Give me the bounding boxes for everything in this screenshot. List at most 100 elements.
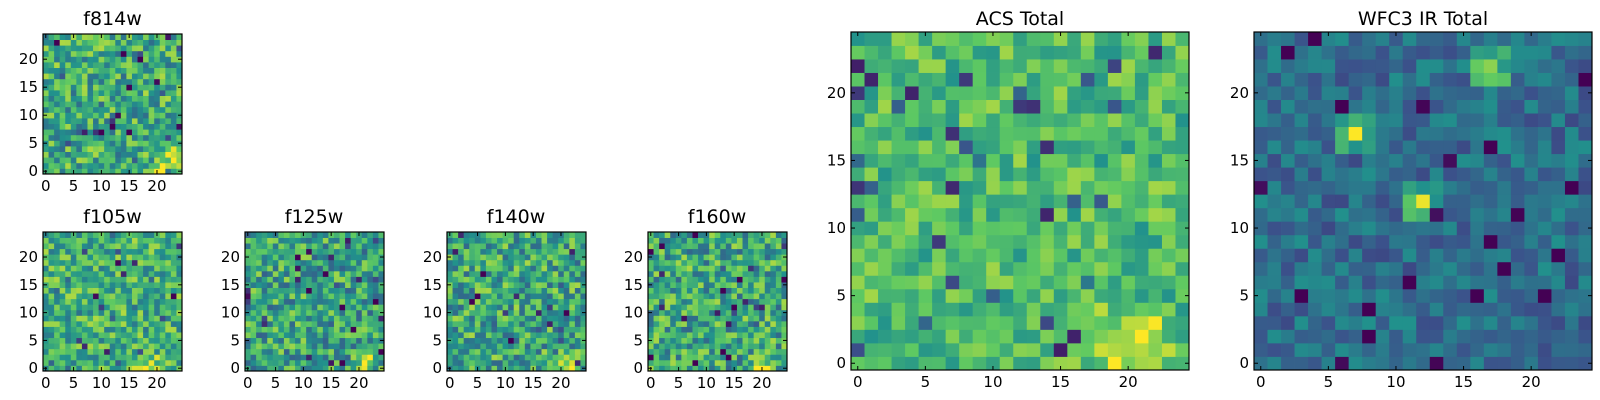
heatmap-cell xyxy=(295,326,301,333)
heatmap-cell xyxy=(76,78,83,85)
heatmap-cell xyxy=(317,287,324,294)
heatmap-cell xyxy=(1294,342,1309,357)
heatmap-cell xyxy=(686,237,693,244)
heatmap-cell xyxy=(93,359,99,366)
heatmap-cell xyxy=(361,243,368,250)
heatmap-cell xyxy=(714,348,721,355)
heatmap-cell xyxy=(170,309,177,316)
heatmap-cell xyxy=(918,180,933,195)
heatmap-cell xyxy=(333,293,340,300)
heatmap-cell xyxy=(1510,32,1525,46)
heatmap-cell xyxy=(731,293,738,300)
heatmap-cell xyxy=(143,237,150,244)
heatmap-cell xyxy=(93,34,99,40)
heatmap-cell xyxy=(469,287,476,294)
heatmap-cell xyxy=(535,248,542,255)
heatmap-cell xyxy=(497,359,503,366)
heatmap-cell xyxy=(378,270,385,277)
heatmap-cell xyxy=(1456,356,1471,371)
heatmap-cell xyxy=(81,168,88,175)
heatmap-cell xyxy=(154,95,161,102)
heatmap-cell xyxy=(709,276,716,283)
heatmap-cell xyxy=(1053,153,1068,168)
heatmap-cell xyxy=(317,282,324,288)
heatmap-cell xyxy=(731,359,738,366)
heatmap-cell xyxy=(283,343,290,350)
heatmap-cell xyxy=(1389,86,1404,100)
heatmap-cell xyxy=(1497,59,1512,73)
heatmap-cell xyxy=(1094,288,1109,303)
heatmap-cell xyxy=(289,320,296,327)
heatmap-cell xyxy=(333,276,340,283)
heatmap-cell xyxy=(945,32,960,46)
heatmap-cell xyxy=(109,118,116,124)
heatmap-cell xyxy=(731,348,738,355)
heatmap-cell xyxy=(159,332,166,339)
heatmap-cell xyxy=(1121,32,1136,46)
heatmap-cell xyxy=(742,243,749,250)
heatmap-cell xyxy=(48,259,55,266)
heatmap-cell xyxy=(256,270,263,277)
heatmap-cell xyxy=(519,354,526,361)
heatmap-cell xyxy=(70,162,77,169)
heatmap-cell xyxy=(59,34,66,40)
heatmap-cell xyxy=(664,270,671,277)
heatmap-cell xyxy=(502,343,509,350)
heatmap-cell xyxy=(905,221,919,236)
heatmap-cell xyxy=(452,304,459,311)
x-tick-label: 15 xyxy=(725,374,744,392)
heatmap-cell xyxy=(148,168,155,175)
heatmap-cell xyxy=(748,232,755,238)
heatmap-cell xyxy=(54,101,61,108)
heatmap-cell xyxy=(1254,275,1268,290)
heatmap-cell xyxy=(748,259,755,266)
heatmap-cell xyxy=(1148,126,1163,141)
y-tick-label: 0 xyxy=(633,359,643,377)
heatmap-cell xyxy=(1308,167,1322,182)
heatmap-cell xyxy=(289,254,296,261)
heatmap-cell xyxy=(54,90,61,96)
heatmap-cell xyxy=(1564,194,1579,209)
heatmap-cell xyxy=(1429,288,1444,303)
heatmap-cell xyxy=(93,298,99,305)
heatmap-cell xyxy=(447,298,453,305)
heatmap-cell xyxy=(317,293,324,300)
heatmap-cell xyxy=(317,365,324,372)
heatmap-cell xyxy=(1551,59,1566,73)
heatmap-cell xyxy=(1443,275,1458,290)
heatmap-cell xyxy=(59,134,66,141)
heatmap-cell xyxy=(137,304,144,311)
heatmap-cell xyxy=(775,343,782,350)
heatmap-cell xyxy=(109,168,116,175)
heatmap-cell xyxy=(54,39,61,46)
heatmap-cell xyxy=(463,304,470,311)
heatmap-cell xyxy=(945,315,960,330)
heatmap-cell xyxy=(76,232,83,238)
heatmap-cell xyxy=(1510,248,1525,263)
heatmap-cell xyxy=(1510,194,1525,209)
heatmap-cell xyxy=(328,337,335,344)
heatmap-cell xyxy=(283,293,290,300)
heatmap-cell xyxy=(725,276,732,283)
heatmap-cell xyxy=(81,298,88,305)
heatmap-cell xyxy=(552,237,559,244)
heatmap-cell xyxy=(170,157,177,164)
heatmap-cell xyxy=(350,359,357,366)
heatmap-cell xyxy=(1578,99,1593,114)
heatmap-cell xyxy=(1121,207,1136,222)
heatmap-cell xyxy=(648,243,654,250)
heatmap-cell xyxy=(1389,207,1404,222)
heatmap-cell xyxy=(574,348,581,355)
heatmap-cell xyxy=(76,337,83,344)
heatmap-cell xyxy=(736,365,743,372)
heatmap-cell xyxy=(725,359,732,366)
heatmap-cell xyxy=(300,320,307,327)
heatmap-cell xyxy=(93,157,99,164)
heatmap-cell xyxy=(54,298,61,305)
heatmap-cell xyxy=(541,293,548,300)
heatmap-cell xyxy=(1578,342,1593,357)
heatmap-cell xyxy=(535,326,542,333)
heatmap-cell xyxy=(1537,86,1552,100)
heatmap-cell xyxy=(759,309,766,316)
heatmap-cell xyxy=(1080,342,1095,357)
